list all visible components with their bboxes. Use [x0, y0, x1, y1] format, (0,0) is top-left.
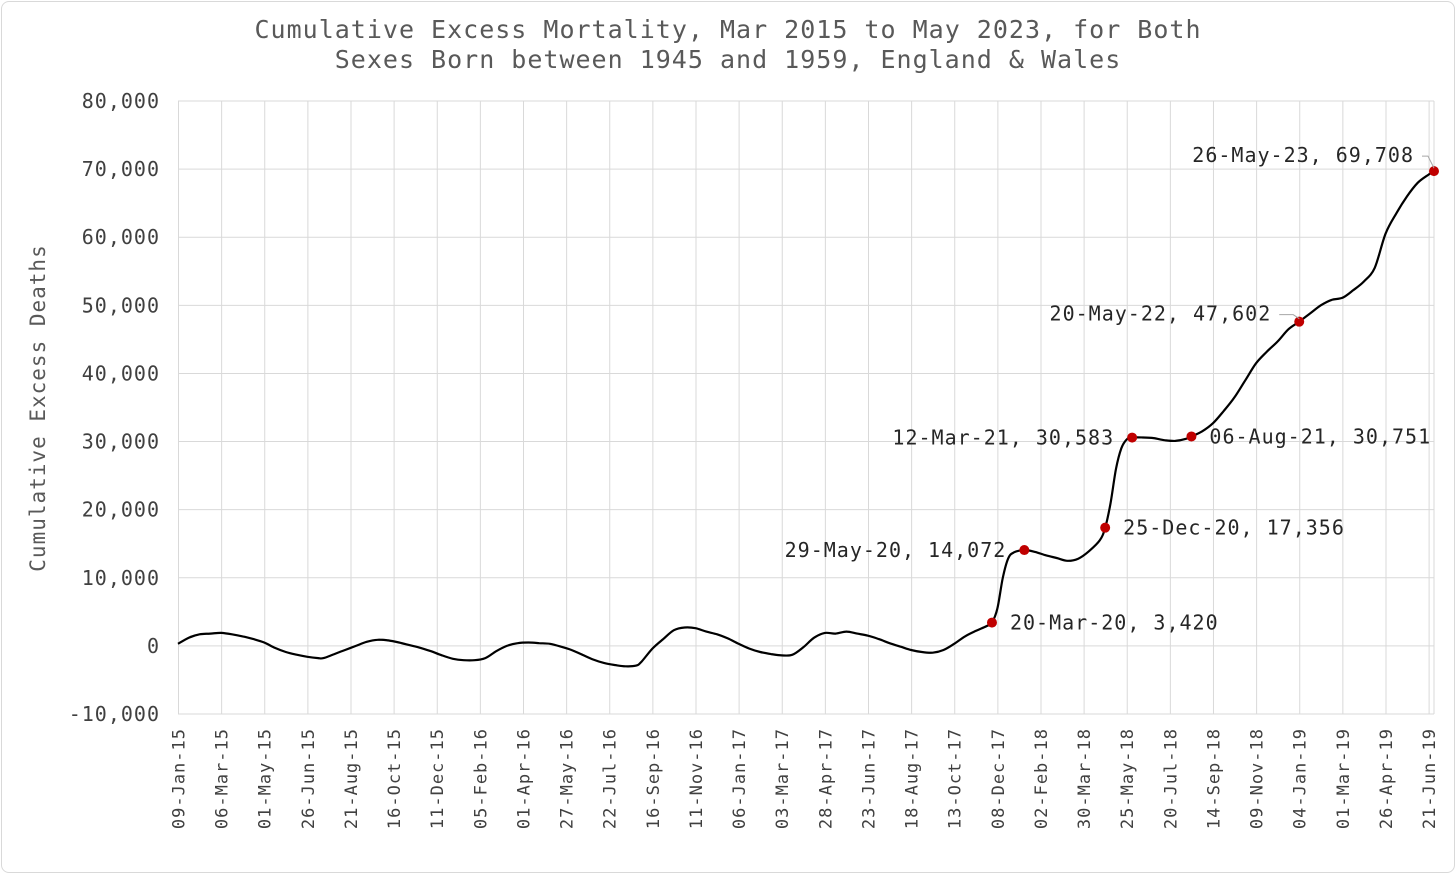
x-tick-label: 13-Oct-17	[946, 728, 966, 829]
y-tick-label: 50,000	[82, 293, 160, 317]
x-tick-label: 16-Oct-15	[385, 728, 405, 829]
x-tick-label: 01-May-15	[256, 728, 276, 829]
x-tick-label: 28-Apr-17	[816, 728, 836, 829]
x-tick-label: 09-Nov-18	[1248, 728, 1268, 829]
data-marker	[1019, 545, 1030, 556]
data-label: 29-May-20, 14,072	[785, 538, 1007, 562]
data-label: 25-Dec-20, 17,356	[1123, 516, 1345, 540]
x-tick-label: 21-Jun-19	[1420, 728, 1440, 829]
data-labels: 20-Mar-20, 3,420 29-May-20, 14,072 25-Dec-…	[785, 143, 1435, 635]
x-tick-label: 06-Jan-17	[730, 728, 750, 829]
x-tick-label: 06-Mar-15	[213, 728, 233, 829]
data-label: 06-Aug-21, 30,751	[1209, 424, 1431, 448]
x-tick-label: 16-Sep-16	[644, 728, 664, 829]
y-tick-labels: -10,000 0 10,000 20,000 30,000 40,000 50,000 60…	[69, 89, 160, 726]
x-tick-label: 20-Jul-18	[1161, 728, 1181, 829]
x-tick-label: 09-Jan-15	[170, 728, 190, 829]
y-tick-label: -10,000	[69, 702, 160, 726]
gridlines	[178, 100, 1435, 715]
data-label-leader	[1279, 314, 1300, 320]
y-axis-label: Cumulative Excess Deaths	[26, 244, 50, 571]
x-tick-label: 14-Sep-18	[1204, 728, 1224, 829]
series-lines	[177, 170, 1435, 668]
data-label: 20-May-22, 47,602	[1050, 302, 1272, 326]
data-markers	[986, 166, 1439, 628]
x-tick-label: 11-Nov-16	[687, 728, 707, 829]
x-tick-label: 23-Jun-17	[859, 728, 879, 829]
x-tick-label: 27-May-16	[558, 728, 578, 829]
x-tick-label: 30-Mar-18	[1075, 728, 1095, 829]
chart-title-line-1: Cumulative Excess Mortality, Mar 2015 to…	[254, 15, 1201, 44]
x-tick-label: 26-Jun-15	[299, 728, 319, 829]
y-tick-label: 80,000	[82, 89, 160, 113]
data-label: 26-May-23, 69,708	[1192, 143, 1414, 167]
x-tick-label: 25-May-18	[1118, 728, 1138, 829]
x-tick-label: 18-Aug-17	[903, 728, 923, 829]
x-tick-label: 02-Feb-18	[1032, 728, 1052, 829]
x-tick-label: 05-Feb-16	[471, 728, 491, 829]
data-marker	[1294, 316, 1305, 327]
x-tick-label: 11-Dec-15	[428, 728, 448, 829]
y-tick-label: 0	[147, 634, 160, 658]
data-marker	[1429, 166, 1439, 177]
chart-title-line-2: Sexes Born between 1945 and 1959, Englan…	[335, 45, 1122, 74]
y-tick-label: 30,000	[82, 430, 160, 454]
x-tick-label: 22-Jul-16	[601, 728, 621, 829]
data-marker	[986, 617, 997, 628]
x-tick-label: 04-Jan-19	[1291, 728, 1311, 829]
data-marker	[1127, 432, 1138, 443]
data-label-leader	[1422, 155, 1435, 169]
x-tick-label: 01-Mar-19	[1334, 728, 1354, 829]
y-tick-label: 10,000	[82, 566, 160, 590]
x-tick-label: 26-Apr-19	[1377, 728, 1397, 829]
x-tick-label: 01-Apr-16	[514, 728, 534, 829]
y-tick-label: 70,000	[82, 157, 160, 181]
x-tick-label: 21-Aug-15	[342, 728, 362, 829]
data-label: 20-Mar-20, 3,420	[1010, 611, 1219, 635]
x-tick-label: 03-Mar-17	[773, 728, 793, 829]
y-tick-label: 60,000	[82, 225, 160, 249]
data-label: 12-Mar-21, 30,583	[892, 426, 1114, 450]
x-tick-label: 08-Dec-17	[989, 728, 1009, 829]
y-tick-label: 40,000	[82, 361, 160, 385]
x-tick-labels: 09-Jan-15 06-Mar-15 01-May-15 26-Jun-15 21-A…	[170, 728, 1441, 829]
series-line	[177, 170, 1435, 668]
y-tick-label: 20,000	[82, 498, 160, 522]
data-marker	[1100, 522, 1111, 533]
data-marker	[1186, 431, 1197, 442]
